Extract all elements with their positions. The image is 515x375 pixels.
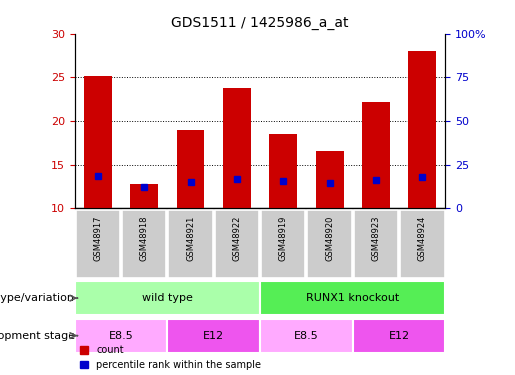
Text: GSM48921: GSM48921 [186,215,195,261]
FancyBboxPatch shape [122,210,166,278]
Text: E12: E12 [203,331,225,340]
Bar [408,51,436,208]
Text: E8.5: E8.5 [294,331,319,340]
Text: GSM48918: GSM48918 [140,215,149,261]
Bar [316,152,344,208]
Text: development stage: development stage [0,331,75,340]
Text: E12: E12 [388,331,410,340]
Bar [362,102,390,208]
Bar [130,184,158,208]
Bar [223,88,251,208]
Text: GSM48920: GSM48920 [325,215,334,261]
FancyBboxPatch shape [261,210,305,278]
FancyBboxPatch shape [75,281,260,315]
Bar [84,76,112,208]
Text: E8.5: E8.5 [109,331,133,340]
FancyBboxPatch shape [75,319,167,352]
Bar [269,134,297,208]
Text: GSM48923: GSM48923 [371,215,381,261]
FancyBboxPatch shape [215,210,259,278]
FancyBboxPatch shape [168,210,213,278]
FancyBboxPatch shape [260,319,353,352]
FancyBboxPatch shape [400,210,444,278]
Title: GDS1511 / 1425986_a_at: GDS1511 / 1425986_a_at [171,16,349,30]
Text: GSM48922: GSM48922 [232,215,242,261]
FancyBboxPatch shape [353,319,445,352]
Text: RUNX1 knockout: RUNX1 knockout [306,293,400,303]
Bar [177,130,204,208]
FancyBboxPatch shape [354,210,398,278]
FancyBboxPatch shape [260,281,445,315]
Text: GSM48919: GSM48919 [279,215,288,261]
Text: wild type: wild type [142,293,193,303]
Legend: count, percentile rank within the sample: count, percentile rank within the sample [79,345,261,370]
FancyBboxPatch shape [167,319,260,352]
Text: GSM48924: GSM48924 [418,215,427,261]
FancyBboxPatch shape [307,210,352,278]
FancyBboxPatch shape [76,210,120,278]
Text: GSM48917: GSM48917 [93,215,102,261]
Text: genotype/variation: genotype/variation [0,293,75,303]
